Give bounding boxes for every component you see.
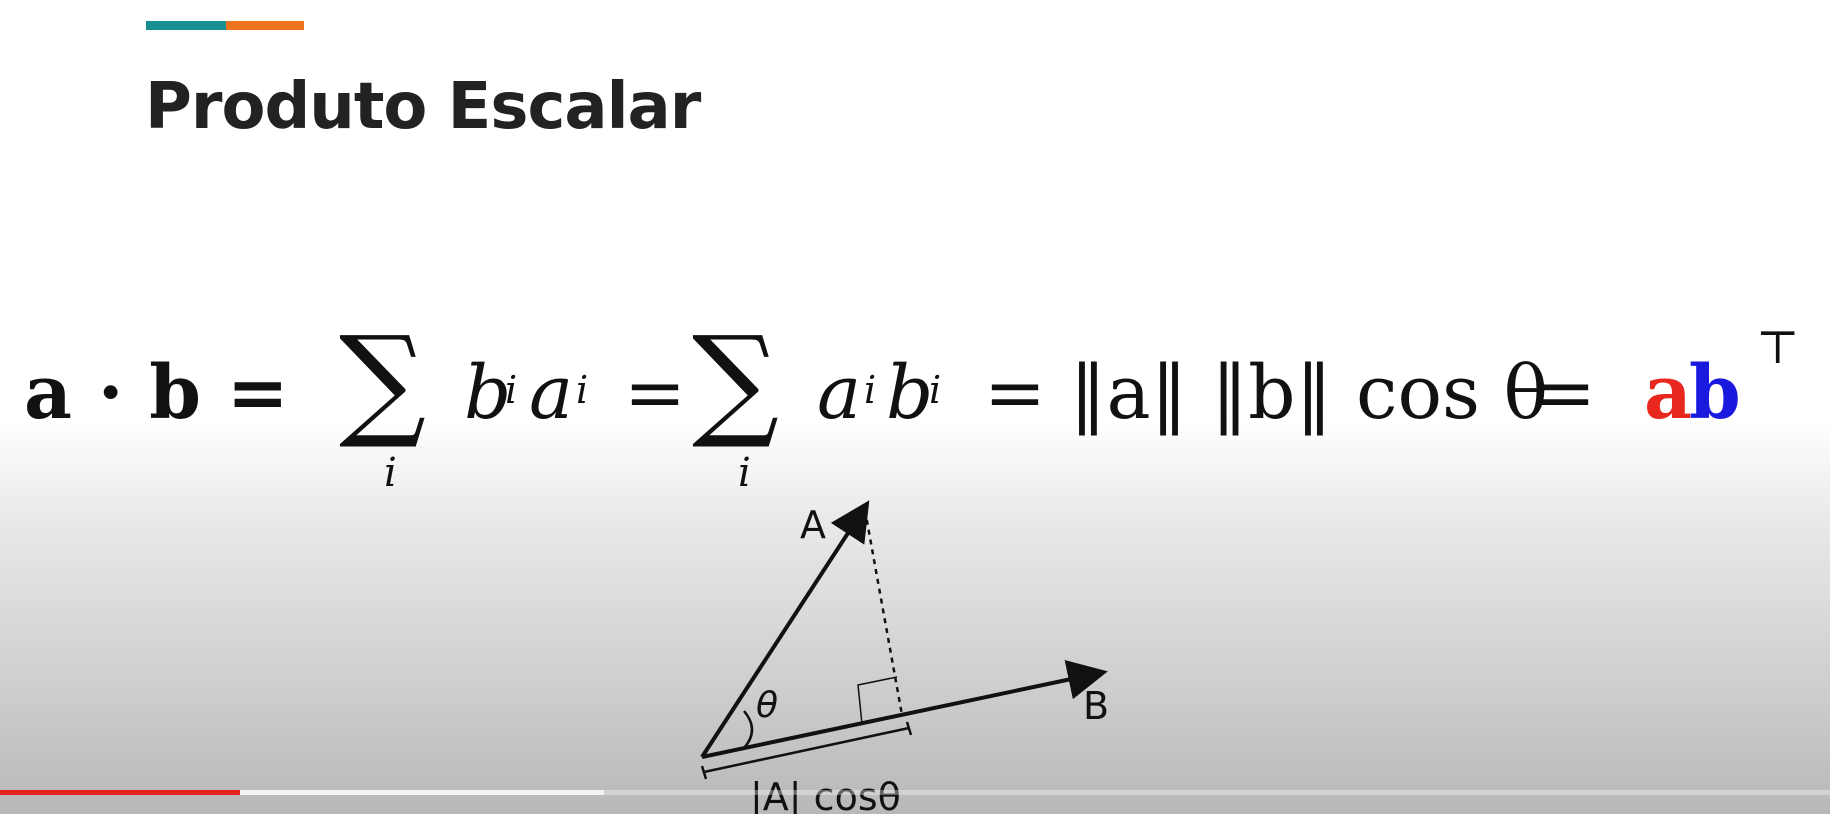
title-accent-orange [226,21,304,30]
final-b: b [1689,350,1741,436]
projection-dotted-line [863,509,904,716]
formula-lhs: a · b = [24,350,289,436]
sum-symbol-2: ∑ [692,310,780,452]
vector-b-line [701,660,1108,759]
final-a: a [1644,350,1692,436]
projection-bracket-right-tick [905,721,913,736]
transpose-symbol: ⊤ [1756,320,1800,374]
video-buffered-bar [0,790,604,795]
dot-product-formula: a · b = ∑ i b i a i = ∑ i a i b i = ‖a‖ … [24,310,1824,500]
term1-a: a [529,350,574,436]
projection-bracket-line [703,726,910,774]
sum-index-2: i [738,450,751,496]
label-a: A [800,503,826,547]
label-theta: θ [756,685,778,726]
angle-arc [743,710,754,749]
norm-expression: = ‖a‖ ‖b‖ cos θ [984,350,1549,436]
vector-a-line [700,500,870,759]
title-accent-teal [146,21,226,30]
projection-bracket-left-tick [700,765,708,780]
term2-a-sub: i [864,368,877,412]
term1-b-sub: i [505,368,518,412]
right-angle-marker [857,676,898,725]
label-b: B [1083,684,1109,728]
video-played-bar [0,790,240,795]
equals-final: = [1534,350,1597,436]
term1-a-sub: i [576,368,589,412]
slide-title: Produto Escalar [145,70,701,144]
term2-b-sub: i [929,368,942,412]
sum-symbol-1: ∑ [339,310,427,452]
sum-index-1: i [384,450,397,496]
label-projection: |A| cosθ [750,775,901,814]
term2-b: b [886,350,934,436]
projection-diagram: A B θ |A| cosθ [700,500,1109,814]
equals-1: = [624,350,687,436]
term1-b: b [464,350,512,436]
term2-a: a [817,350,862,436]
video-progress-bar[interactable] [0,790,1830,795]
